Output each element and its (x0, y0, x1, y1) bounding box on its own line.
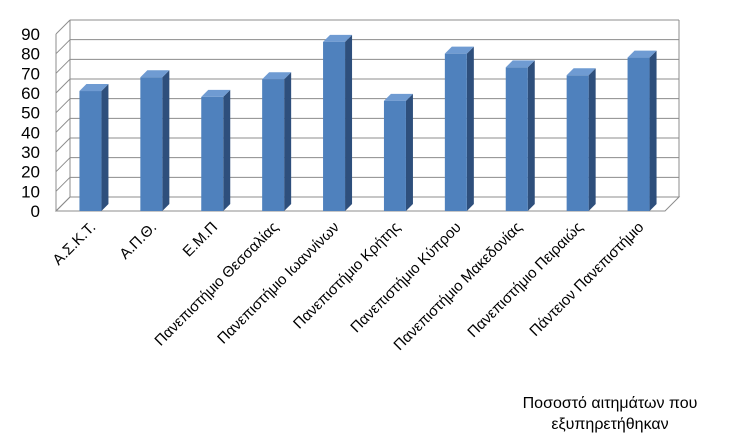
x-tick-label: Πανεπιστήμιο Ιωαννίνων (214, 219, 343, 348)
y-tick-label: 60 (21, 84, 40, 103)
bar (201, 89, 231, 211)
side-wall-line (55, 137, 71, 153)
bar-front (627, 57, 650, 211)
bar (323, 34, 353, 211)
bar-front (79, 91, 102, 211)
x-tick-label: Πανεπιστήμιο Κρήτης (290, 219, 404, 333)
bar-top (140, 70, 170, 78)
bar (444, 46, 474, 211)
y-tick-label: 20 (21, 163, 40, 182)
bar-top (262, 72, 292, 80)
legend: Ποσοστό αιτημάτων που εξυπηρετήθηκαν (490, 393, 730, 435)
bar-front (323, 41, 346, 211)
y-tick-label: 70 (21, 64, 40, 83)
bar-side (162, 70, 170, 212)
bar-top (201, 89, 231, 97)
bar-top (627, 50, 657, 58)
bar (505, 60, 535, 211)
bar-front (444, 53, 467, 211)
bar (262, 72, 292, 211)
bar-side (345, 34, 353, 211)
bar (566, 68, 596, 211)
bar-side (284, 72, 292, 211)
bar (79, 84, 109, 211)
x-tick-label: Πανεπιστήμιο Θεσσαλίας (151, 219, 282, 350)
x-tick-label: Πανεπιστήμιο Κύπρου (347, 219, 464, 336)
bar-side (405, 93, 413, 211)
bar-side (101, 84, 109, 211)
bar-front (201, 96, 224, 211)
legend-label-line-1: Ποσοστό αιτημάτων που (522, 395, 698, 412)
bar-side (527, 60, 535, 211)
bar-side (588, 68, 596, 211)
bar-top (444, 46, 474, 54)
bar-top (505, 60, 535, 68)
bar-top (323, 34, 353, 42)
side-wall-line (55, 39, 71, 55)
bar-side (649, 50, 657, 211)
x-tick-label: Πανεπιστήμιο Πειραιώς (464, 219, 586, 341)
bar-side (466, 46, 474, 211)
y-tick-label: 80 (21, 45, 40, 64)
bar-top (79, 84, 109, 92)
bar-top (566, 68, 596, 76)
legend-label-line-2: εξυπηρετήθηκαν (551, 416, 669, 433)
bar-front (262, 79, 285, 211)
bar-side (223, 89, 231, 211)
y-tick-label: 50 (21, 104, 40, 123)
bar (627, 50, 657, 211)
bar-top (383, 93, 413, 101)
bar-front (505, 67, 528, 211)
side-wall-line (55, 19, 71, 35)
x-tick-label: Α.Π.Θ. (116, 219, 160, 263)
x-tick-label: Πανεπιστήμιο Μακεδονίας (390, 219, 525, 354)
x-tick-label: Ε.Μ.Π (180, 219, 221, 260)
bar (383, 93, 413, 211)
bar (140, 70, 170, 212)
side-wall-line (55, 98, 71, 114)
bar-front (140, 77, 163, 212)
side-wall-line (55, 58, 71, 74)
bar-front (383, 100, 406, 211)
y-tick-label: 10 (21, 182, 40, 201)
y-tick-label: 0 (31, 202, 40, 221)
side-wall-line (55, 117, 71, 133)
side-wall-line (55, 157, 71, 173)
y-tick-label: 90 (21, 25, 40, 44)
y-tick-label: 40 (21, 123, 40, 142)
x-tick-label: Πάντειον Πανεπιστήμιο (526, 219, 647, 340)
bar-front (566, 75, 589, 211)
x-tick-label: Α.Σ.Κ.Τ. (49, 219, 99, 269)
y-tick-label: 30 (21, 143, 40, 162)
side-wall-line (55, 78, 71, 94)
bars (79, 34, 657, 212)
side-wall-line (55, 176, 71, 192)
